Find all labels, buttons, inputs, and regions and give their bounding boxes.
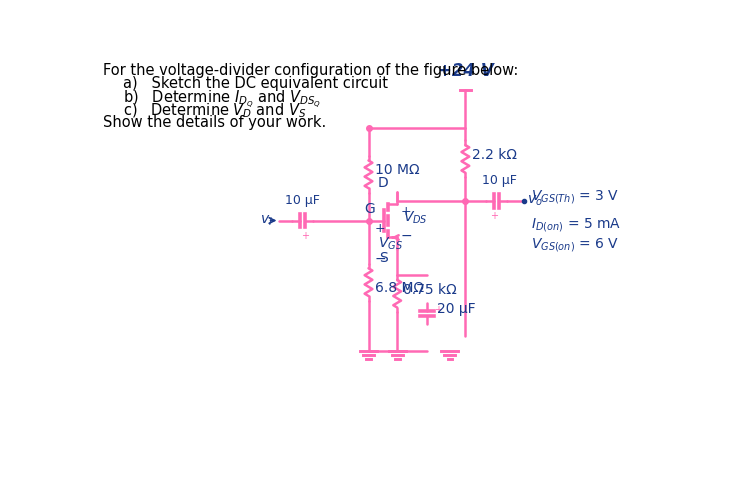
Text: $v_o$: $v_o$ — [527, 194, 543, 208]
Text: 2.2 kΩ: 2.2 kΩ — [471, 148, 517, 162]
Text: 6.8 MΩ: 6.8 MΩ — [375, 281, 424, 295]
Text: 10 μF: 10 μF — [285, 194, 320, 207]
Text: 0.75 kΩ: 0.75 kΩ — [403, 283, 457, 297]
Text: c)   Determine $V_D$ and $V_S$: c) Determine $V_D$ and $V_S$ — [123, 102, 306, 120]
Text: 10 μF: 10 μF — [482, 175, 517, 188]
Text: b)   Determine $I_{D_Q}$ and $V_{DS_Q}$: b) Determine $I_{D_Q}$ and $V_{DS_Q}$ — [123, 89, 321, 111]
Text: 20 μF: 20 μF — [438, 302, 476, 316]
Text: a)   Sketch the DC equivalent circuit: a) Sketch the DC equivalent circuit — [123, 76, 388, 91]
Text: +: + — [400, 205, 411, 218]
Text: +: + — [301, 231, 309, 241]
Text: Show the details of your work.: Show the details of your work. — [102, 115, 326, 130]
Text: For the voltage-divider configuration of the figure below:: For the voltage-divider configuration of… — [102, 63, 518, 77]
Text: $V_{GS(Th)}$ = 3 V: $V_{GS(Th)}$ = 3 V — [531, 189, 619, 206]
Text: 10 MΩ: 10 MΩ — [375, 163, 419, 178]
Text: G: G — [365, 202, 376, 216]
Text: +: + — [490, 211, 498, 221]
Text: D: D — [378, 176, 388, 190]
Text: $V_{DS}$: $V_{DS}$ — [403, 209, 428, 226]
Text: −: − — [375, 252, 386, 266]
Text: +: + — [375, 222, 385, 235]
Text: $V_{GS}$: $V_{GS}$ — [378, 235, 403, 252]
Text: $v_i$: $v_i$ — [260, 213, 273, 228]
Text: −: − — [400, 229, 412, 243]
Text: $I_{D(on)}$ = 5 mA: $I_{D(on)}$ = 5 mA — [531, 216, 622, 234]
Text: $V_{GS(on)}$ = 6 V: $V_{GS(on)}$ = 6 V — [531, 236, 619, 254]
Text: S: S — [379, 250, 388, 265]
Text: +24 V: +24 V — [438, 62, 493, 80]
Text: +: + — [434, 305, 442, 315]
